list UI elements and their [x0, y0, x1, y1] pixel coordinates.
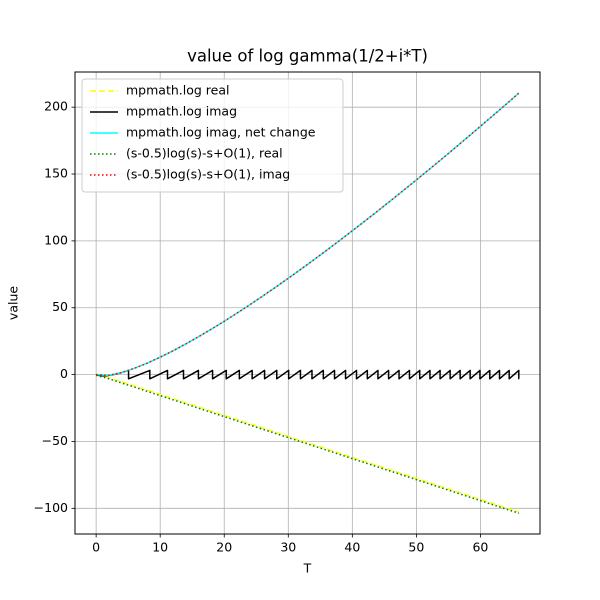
y-tick-label: −50 [42, 433, 68, 448]
series-line [95, 369, 520, 380]
y-tick-label: 0 [60, 366, 68, 381]
legend-label: mpmath.log imag, net change [126, 125, 316, 140]
legend-label: mpmath.log real [126, 83, 229, 98]
legend-label: (s-0.5)log(s)-s+O(1), real [126, 146, 283, 161]
x-tick-label: 40 [344, 540, 360, 555]
chart-title: value of log gamma(1/2+i*T) [187, 47, 428, 66]
y-tick-label: 100 [44, 232, 68, 247]
plot-lines [95, 92, 520, 514]
x-axis-label: T [303, 561, 312, 576]
y-tick-label: 200 [44, 99, 68, 114]
y-tick-label: −100 [34, 500, 68, 515]
series-line [96, 92, 520, 377]
legend-label: (s-0.5)log(s)-s+O(1), imag [126, 167, 290, 182]
x-tick-label: 20 [216, 540, 232, 555]
series-line [95, 373, 520, 513]
legend: mpmath.log real mpmath.log imag mpmath.log… [81, 78, 344, 193]
ticks: 0 10 20 30 40 50 60 −100 −50 0 50 100 150 200 [34, 99, 489, 555]
series-line [95, 374, 520, 514]
x-tick-label: 50 [408, 540, 424, 555]
x-tick-label: 30 [280, 540, 296, 555]
legend-label: mpmath.log imag [126, 104, 237, 119]
x-tick-label: 60 [472, 540, 488, 555]
y-tick-label: 150 [44, 166, 68, 181]
y-tick-label: 50 [52, 299, 68, 314]
x-tick-label: 10 [152, 540, 168, 555]
legend-frame [81, 78, 344, 193]
y-axis-label: value [6, 286, 21, 320]
axes-frame [74, 71, 541, 535]
x-tick-label: 0 [92, 540, 100, 555]
